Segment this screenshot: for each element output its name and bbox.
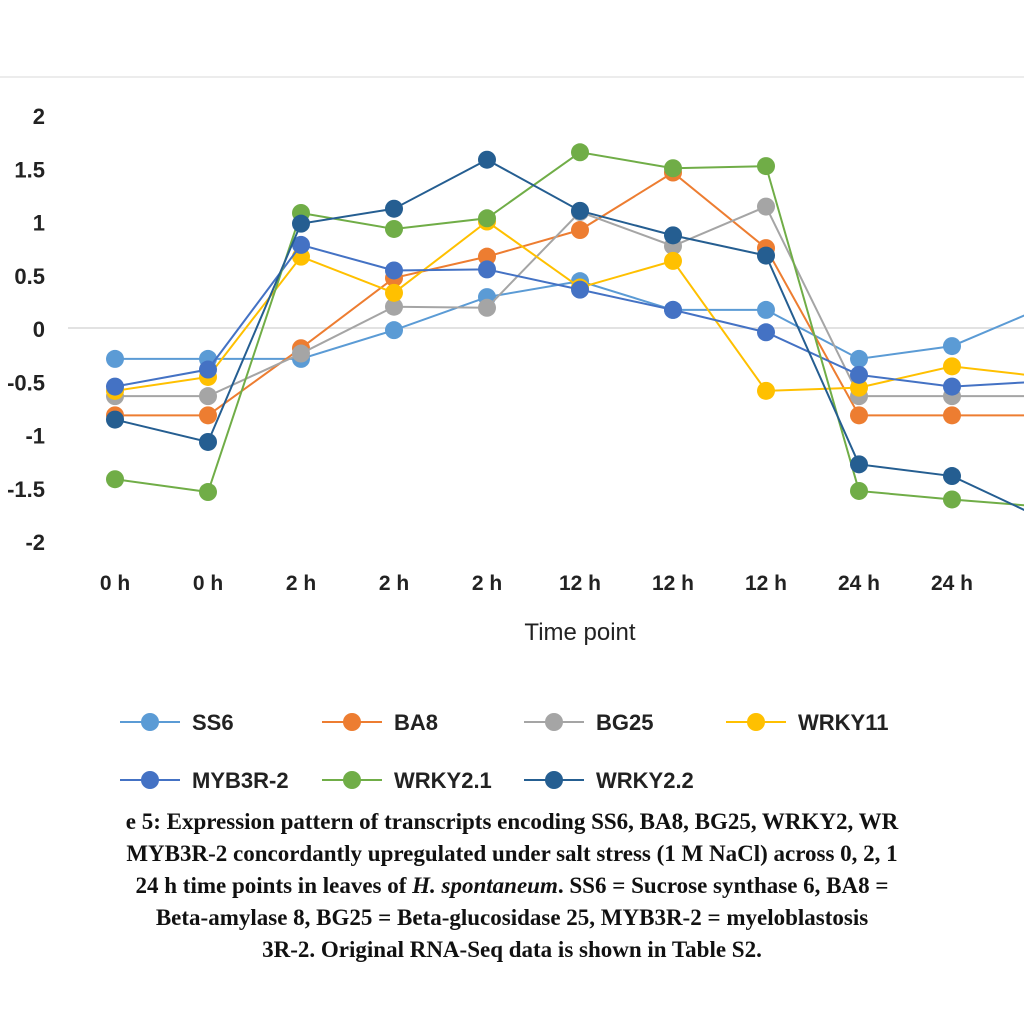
x-axis-label: Time point	[524, 619, 635, 646]
data-point-ba8	[199, 406, 217, 425]
data-point-wrky2-2	[943, 467, 961, 486]
data-point-ba8	[850, 406, 868, 425]
data-point-myb3r-2	[757, 323, 775, 342]
y-tick-label: 1	[33, 211, 45, 236]
data-point-wrky2-2	[850, 455, 868, 474]
data-point-wrky2-2	[385, 199, 403, 218]
y-tick-label: -1	[25, 424, 45, 449]
series-line-wrky11	[114, 220, 1024, 392]
data-point-wrky2-2	[199, 432, 217, 451]
data-point-myb3r-2	[664, 300, 682, 319]
data-point-myb3r-2	[106, 377, 124, 396]
data-point-wrky2-2	[478, 150, 496, 169]
data-point-bg25	[757, 197, 775, 216]
x-tick-label: 12 h	[745, 572, 787, 595]
data-point-ba8	[478, 247, 496, 266]
data-point-wrky2-1	[478, 209, 496, 228]
data-point-ba8	[571, 221, 589, 240]
x-tick-label: 2 h	[472, 572, 502, 595]
y-tick-label: 0.5	[14, 264, 45, 289]
data-point-ss6	[757, 300, 775, 319]
data-point-myb3r-2	[385, 261, 403, 280]
legend-marker-bg25	[545, 713, 563, 731]
series-line-wrky2-2	[114, 158, 1024, 511]
x-tick-label: 2 h	[286, 572, 316, 595]
caption-line-3: 24 h time points in leaves of H. spontan…	[0, 870, 1024, 902]
caption-line-1: e 5: Expression pattern of transcripts e…	[125, 809, 899, 834]
legend-marker-wrky11	[747, 713, 765, 731]
legend-label-ss6: SS6	[192, 710, 234, 735]
series-line-bg25	[115, 205, 1024, 398]
data-point-bg25	[385, 297, 403, 316]
x-tick-label: 2 h	[379, 572, 409, 595]
legend-label-wrky11: WRKY11	[798, 710, 888, 735]
legend-marker-wrky2-2	[545, 771, 563, 789]
caption-line-2: MYB3R-2 concordantly upregulated under s…	[126, 841, 898, 866]
data-point-wrky2-1	[850, 481, 868, 500]
data-point-ss6	[943, 337, 961, 356]
legend-marker-ba8	[343, 713, 361, 731]
data-point-wrky11	[850, 378, 868, 397]
caption-line-3-b: . SS6 = Sucrose synthase 6, BA8 =	[557, 873, 889, 898]
legend-marker-ss6	[141, 713, 159, 731]
data-point-wrky2-1	[757, 157, 775, 176]
data-point-ss6	[385, 321, 403, 340]
y-tick-label: 1.5	[14, 157, 45, 182]
data-point-myb3r-2	[478, 260, 496, 279]
data-point-bg25	[478, 298, 496, 317]
data-point-wrky11	[385, 283, 403, 302]
y-tick-label: -0.5	[7, 370, 45, 395]
data-point-wrky11	[943, 357, 961, 376]
caption-species: H. spontaneum	[412, 873, 558, 898]
data-point-myb3r-2	[199, 360, 217, 379]
data-point-myb3r-2	[571, 280, 589, 299]
legend-label-bg25: BG25	[596, 710, 653, 735]
data-point-wrky2-1	[106, 470, 124, 489]
legend-label-wrky2-1: WRKY2.1	[394, 768, 492, 793]
data-point-wrky2-1	[943, 490, 961, 509]
data-point-ba8	[943, 406, 961, 425]
data-point-bg25	[199, 387, 217, 406]
x-tick-label: 24 h	[838, 572, 880, 595]
data-point-ss6	[106, 349, 124, 368]
data-point-wrky2-1	[664, 159, 682, 178]
data-point-wrky11	[757, 381, 775, 400]
data-point-wrky2-2	[757, 246, 775, 265]
x-tick-label: 12 h	[652, 572, 694, 595]
data-point-wrky11	[664, 251, 682, 270]
data-point-wrky2-2	[571, 201, 589, 220]
y-tick-label: -1.5	[7, 477, 45, 502]
data-point-myb3r-2	[850, 365, 868, 384]
y-tick-label: 0	[33, 317, 45, 342]
caption-line-4: Beta-amylase 8, BG25 = Beta-glucosidase …	[155, 905, 869, 930]
data-point-wrky2-2	[664, 226, 682, 245]
x-tick-label: 24 h	[931, 572, 973, 595]
legend-label-ba8: BA8	[394, 710, 438, 735]
data-point-myb3r-2	[292, 235, 310, 254]
data-point-wrky2-1	[571, 143, 589, 162]
y-tick-label: 2	[33, 104, 45, 129]
legend-marker-wrky2-1	[343, 771, 361, 789]
data-point-wrky2-1	[385, 219, 403, 238]
data-point-myb3r-2	[943, 377, 961, 396]
series-line-myb3r-2	[114, 243, 1024, 388]
caption-line-5: 3R-2. Original RNA-Seq data is shown in …	[262, 937, 762, 962]
data-point-bg25	[292, 344, 310, 363]
legend-marker-myb3r-2	[141, 771, 159, 789]
y-tick-label: -2	[25, 530, 45, 555]
data-point-wrky2-2	[106, 410, 124, 429]
x-tick-label: 0 h	[100, 572, 130, 595]
caption-line-3-a: 24 h time points in leaves of	[135, 873, 413, 898]
figure-caption: e 5: Expression pattern of transcripts e…	[0, 806, 1024, 966]
data-point-wrky2-2	[292, 214, 310, 233]
line-chart: -2 -1.5 -1 -0.5 0 0.5 1 1.5 2 0 h 0 h 2 h 2 h 2 h 12 …	[0, 76, 1024, 793]
data-point-ss6	[850, 349, 868, 368]
x-tick-label: 12 h	[559, 572, 601, 595]
data-point-wrky2-1	[199, 483, 217, 502]
legend-label-myb3r-2: MYB3R-2	[192, 768, 289, 793]
x-tick-label: 0 h	[193, 572, 223, 595]
legend-label-wrky2-2: WRKY2.2	[596, 768, 694, 793]
